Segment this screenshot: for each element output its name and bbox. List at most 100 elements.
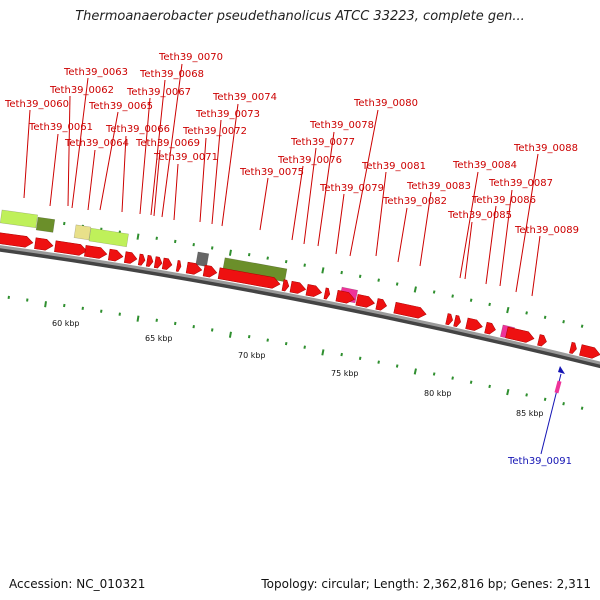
gene-label-teth39-0081[interactable]: Teth39_0081 [361,161,426,172]
inner-tick [210,328,214,332]
scale-label-75: 75 kbp [331,369,359,378]
selection-arrowhead [558,366,565,374]
gene-label-teth39-0077[interactable]: Teth39_0077 [290,137,355,148]
label-leader-line [419,191,432,267]
label-leader-line [375,171,387,257]
feature-block-lightgreen [88,227,129,248]
scale-label-60: 60 kbp [52,319,80,328]
label-leader-line [121,135,127,213]
cds-arrow [202,264,218,278]
gene-label-teth39-0088[interactable]: Teth39_0088 [513,143,578,154]
backbone-shadow [0,245,600,369]
gene-label-teth39-0063[interactable]: Teth39_0063 [63,67,128,78]
inner-tick [63,303,66,308]
gene-label-teth39-0075[interactable]: Teth39_0075 [239,167,304,178]
label-leader-line [515,153,539,293]
gene-label-teth39-0083[interactable]: Teth39_0083 [406,181,471,192]
outer-tick [506,306,510,314]
gene-label-teth39-0084[interactable]: Teth39_0084 [452,160,517,171]
inner-tick [192,324,195,329]
gene-label-teth39-0074[interactable]: Teth39_0074 [212,92,277,103]
scale-label-70: 70 kbp [238,351,266,360]
inner-tick [118,312,121,316]
gene-label-teth39-0066[interactable]: Teth39_0066 [105,124,170,135]
outer-tick [451,294,454,298]
inner-tick [469,380,473,384]
inner-tick [506,388,510,396]
outer-tick [395,282,399,286]
gene-label-teth39-0065[interactable]: Teth39_0065 [88,101,153,112]
inner-tick [413,368,417,375]
cds-arrow [537,334,547,347]
cds-arrow [54,240,88,256]
cds-arrow [175,260,182,272]
cds-arrow [161,257,173,270]
gene-label-teth39-0064[interactable]: Teth39_0064 [64,138,129,149]
inner-tick [377,360,380,364]
gene-label-teth39-0060[interactable]: Teth39_0060 [4,99,69,110]
gene-label-teth39-0085[interactable]: Teth39_0085 [447,210,512,221]
genome-backbone [0,245,600,365]
scale-label-65: 65 kbp [145,334,173,343]
label-leader-line [139,97,151,215]
cds-arrow [281,279,290,292]
outer-tick [413,286,417,293]
outer-tick [192,242,195,247]
inner-tick [303,345,306,349]
inner-tick [432,372,436,376]
label-leader-line [153,149,161,217]
gene-label-teth39-0062[interactable]: Teth39_0062 [49,85,114,96]
inner-tick [228,331,232,338]
cds-arrow [465,317,483,331]
label-leader-line [485,205,497,285]
gene-label-teth39-0086[interactable]: Teth39_0086 [471,195,536,206]
label-leader-line [173,163,179,221]
gene-label-teth39-0067[interactable]: Teth39_0067 [126,87,191,98]
inner-tick [580,406,584,410]
outer-tick [173,239,177,244]
outer-tick [321,267,325,274]
gene-label-teth39-0070[interactable]: Teth39_0070 [158,52,223,63]
gene-label-teth39-0078[interactable]: Teth39_0078 [309,120,374,131]
label-leader-line [259,177,269,231]
gene-label-teth39-0069[interactable]: Teth39_0069 [135,138,200,149]
gene-label-teth39-0061[interactable]: Teth39_0061 [28,122,93,133]
gene-label-teth39-0091[interactable]: Teth39_0091 [507,456,572,467]
inner-tick [340,352,343,357]
gene-label-teth39-0087[interactable]: Teth39_0087 [488,178,553,189]
topology-text: Topology: circular; Length: 2,362,816 bp… [261,577,591,591]
outer-tick [432,290,436,294]
outer-tick [377,278,380,282]
label-leader-line [499,189,513,287]
gene-label-teth39-0071[interactable]: Teth39_0071 [153,152,218,163]
outer-tick [562,320,565,324]
cds-arrow [323,287,331,300]
gene-label-teth39-0080[interactable]: Teth39_0080 [353,98,418,109]
inner-tick [321,349,325,356]
cds-arrow [393,301,427,319]
label-leader-line [349,109,379,257]
label-leader-line [49,133,59,207]
label-leader-line [150,79,166,216]
cds-arrow [305,284,323,297]
outer-tick [136,233,140,240]
inner-tick [173,321,177,326]
gene-label-teth39-0082[interactable]: Teth39_0082 [382,196,447,207]
gene-label-teth39-0073[interactable]: Teth39_0073 [195,109,260,120]
gene-label-teth39-0072[interactable]: Teth39_0072 [182,126,247,137]
outer-tick [580,324,584,328]
label-leader-line [67,95,71,207]
cds-arrow [335,289,355,304]
outer-tick [63,221,66,226]
label-leader-line [199,137,207,223]
label-leader-line [335,193,345,255]
gene-label-teth39-0079[interactable]: Teth39_0079 [319,183,384,194]
label-leader-line [211,119,222,225]
gene-label-teth39-0076[interactable]: Teth39_0076 [277,155,342,166]
cds-arrow [0,232,34,248]
outer-tick [210,246,214,250]
feature-block-gray [195,251,210,267]
gene-label-teth39-0089[interactable]: Teth39_0089 [514,225,579,236]
gene-label-teth39-0068[interactable]: Teth39_0068 [139,69,204,80]
